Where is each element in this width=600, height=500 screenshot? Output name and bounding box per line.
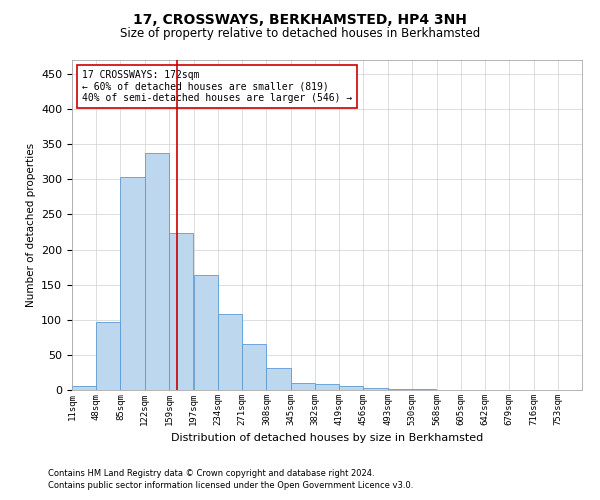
Bar bbox=[145, 154, 169, 390]
Bar bbox=[266, 368, 290, 390]
Bar bbox=[121, 178, 145, 390]
Y-axis label: Number of detached properties: Number of detached properties bbox=[26, 143, 35, 307]
X-axis label: Distribution of detached houses by size in Berkhamsted: Distribution of detached houses by size … bbox=[171, 434, 483, 444]
Bar bbox=[218, 314, 242, 390]
Bar bbox=[339, 386, 364, 390]
Bar bbox=[96, 322, 121, 390]
Text: Contains public sector information licensed under the Open Government Licence v3: Contains public sector information licen… bbox=[48, 481, 413, 490]
Bar bbox=[72, 386, 96, 390]
Bar bbox=[364, 388, 388, 390]
Text: 17 CROSSWAYS: 172sqm
← 60% of detached houses are smaller (819)
40% of semi-deta: 17 CROSSWAYS: 172sqm ← 60% of detached h… bbox=[82, 70, 352, 103]
Bar bbox=[194, 275, 218, 390]
Text: Contains HM Land Registry data © Crown copyright and database right 2024.: Contains HM Land Registry data © Crown c… bbox=[48, 468, 374, 477]
Bar bbox=[290, 383, 315, 390]
Bar bbox=[315, 384, 339, 390]
Text: 17, CROSSWAYS, BERKHAMSTED, HP4 3NH: 17, CROSSWAYS, BERKHAMSTED, HP4 3NH bbox=[133, 12, 467, 26]
Text: Size of property relative to detached houses in Berkhamsted: Size of property relative to detached ho… bbox=[120, 28, 480, 40]
Bar bbox=[242, 344, 266, 390]
Bar bbox=[169, 232, 193, 390]
